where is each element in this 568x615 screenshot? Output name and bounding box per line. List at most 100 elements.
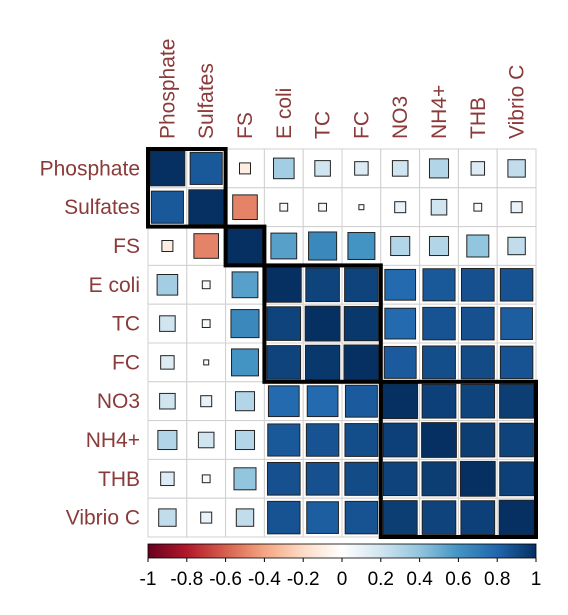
correlation-square [382, 461, 418, 497]
correlation-square [266, 461, 301, 496]
correlation-square [460, 345, 495, 380]
correlation-square [160, 355, 175, 370]
row-label: FC [112, 351, 140, 374]
correlation-square [344, 384, 378, 418]
grid-cell [419, 148, 459, 189]
row-label: THB [98, 468, 140, 491]
colorbar-tick-label: 0.6 [445, 569, 471, 590]
correlation-square [384, 307, 417, 340]
correlation-square [470, 161, 486, 176]
correlation-square [267, 500, 301, 535]
correlation-square [158, 508, 177, 527]
correlation-square [460, 500, 496, 535]
correlation-square [390, 235, 411, 257]
correlation-square [234, 429, 256, 451]
correlation-square [344, 423, 379, 457]
correlation-square [305, 267, 340, 303]
correlation-square [422, 268, 456, 302]
row-label: E coli [89, 274, 140, 297]
colorbar-tick-label: 0.2 [368, 569, 394, 590]
correlation-square [266, 345, 302, 380]
correlation-square [267, 423, 301, 457]
correlation-square [499, 268, 534, 302]
colorbar-tick-label: 1 [531, 569, 542, 590]
row-labels: Phosphate Sulfates FS E coli TC FC NO3 NH4+ THB V… [40, 157, 140, 529]
correlation-square [507, 236, 526, 256]
correlation-square [428, 235, 450, 257]
correlation-square [161, 239, 174, 253]
correlation-square [344, 267, 379, 303]
correlation-square [383, 345, 417, 379]
correlation-square [231, 348, 259, 377]
correlation-square [200, 395, 213, 408]
correlation-square [265, 266, 302, 303]
correlation-square [279, 202, 289, 212]
correlation-square [460, 267, 495, 302]
correlation-square [235, 508, 255, 527]
cluster-box [262, 263, 383, 384]
correlation-square [421, 461, 457, 497]
correlation-square [230, 309, 260, 339]
correlation-square [201, 280, 211, 290]
correlation-square [421, 422, 457, 458]
correlation-square [305, 461, 340, 496]
colorbar-tick-label: -0.2 [287, 569, 320, 590]
correlation-square [149, 150, 186, 187]
column-label: Vibrio C [506, 65, 529, 139]
correlation-square [344, 500, 379, 535]
correlation-square [160, 471, 175, 487]
correlation-square [306, 501, 339, 534]
correlation-square [203, 359, 210, 366]
correlation-square [422, 345, 456, 380]
correlation-square [308, 231, 338, 261]
cluster-box [378, 379, 538, 539]
correlation-square [421, 383, 457, 419]
correlation-square [188, 189, 225, 226]
correlation-square [421, 500, 457, 535]
correlation-square [233, 467, 257, 491]
correlation-square [270, 232, 298, 260]
column-labels: Phosphate Sulfates FS E coli TC FC NO3 NH4+ THB V… [156, 39, 528, 139]
correlation-square [422, 306, 456, 341]
correlation-square [159, 315, 176, 332]
column-label: Phosphate [156, 39, 179, 139]
correlation-square [382, 422, 418, 458]
correlation-square [273, 157, 295, 180]
correlation-square [305, 423, 340, 457]
correlation-square [157, 429, 178, 451]
correlation-square [343, 305, 380, 342]
column-label: TC [312, 111, 335, 139]
colorbar-tick-label: -0.8 [170, 569, 203, 590]
correlation-square [499, 383, 535, 419]
heatmap-cells [147, 148, 537, 538]
correlation-square [234, 391, 256, 412]
correlation-square [500, 307, 533, 340]
correlation-square [200, 511, 213, 524]
colorbar: -1 -0.8 -0.6 -0.4 -0.2 0 0.2 0.4 0.6 0.8 1 [140, 543, 542, 590]
correlation-square [473, 202, 483, 212]
correlation-square [314, 160, 331, 177]
cluster-box [223, 224, 267, 268]
row-label: FS [113, 235, 140, 258]
correlation-square [391, 160, 409, 177]
correlation-square [227, 228, 263, 264]
row-label: Sulfates [64, 196, 140, 219]
grid-cell [263, 187, 304, 228]
correlation-square [499, 422, 534, 458]
correlation-square [150, 190, 184, 224]
row-label: Vibrio C [66, 507, 140, 530]
correlation-square [428, 158, 450, 179]
correlation-square [193, 233, 220, 259]
correlation-square [384, 268, 417, 301]
correlation-square [430, 198, 448, 216]
correlation-square [156, 274, 179, 296]
correlation-square [460, 383, 496, 419]
correlation-square [358, 204, 365, 211]
correlation-square [382, 500, 418, 536]
column-label: FS [234, 112, 257, 139]
column-label: THB [467, 97, 490, 139]
correlation-square [499, 345, 534, 380]
column-label: NO3 [389, 96, 412, 139]
colorbar-tick-label: -0.6 [209, 569, 242, 590]
